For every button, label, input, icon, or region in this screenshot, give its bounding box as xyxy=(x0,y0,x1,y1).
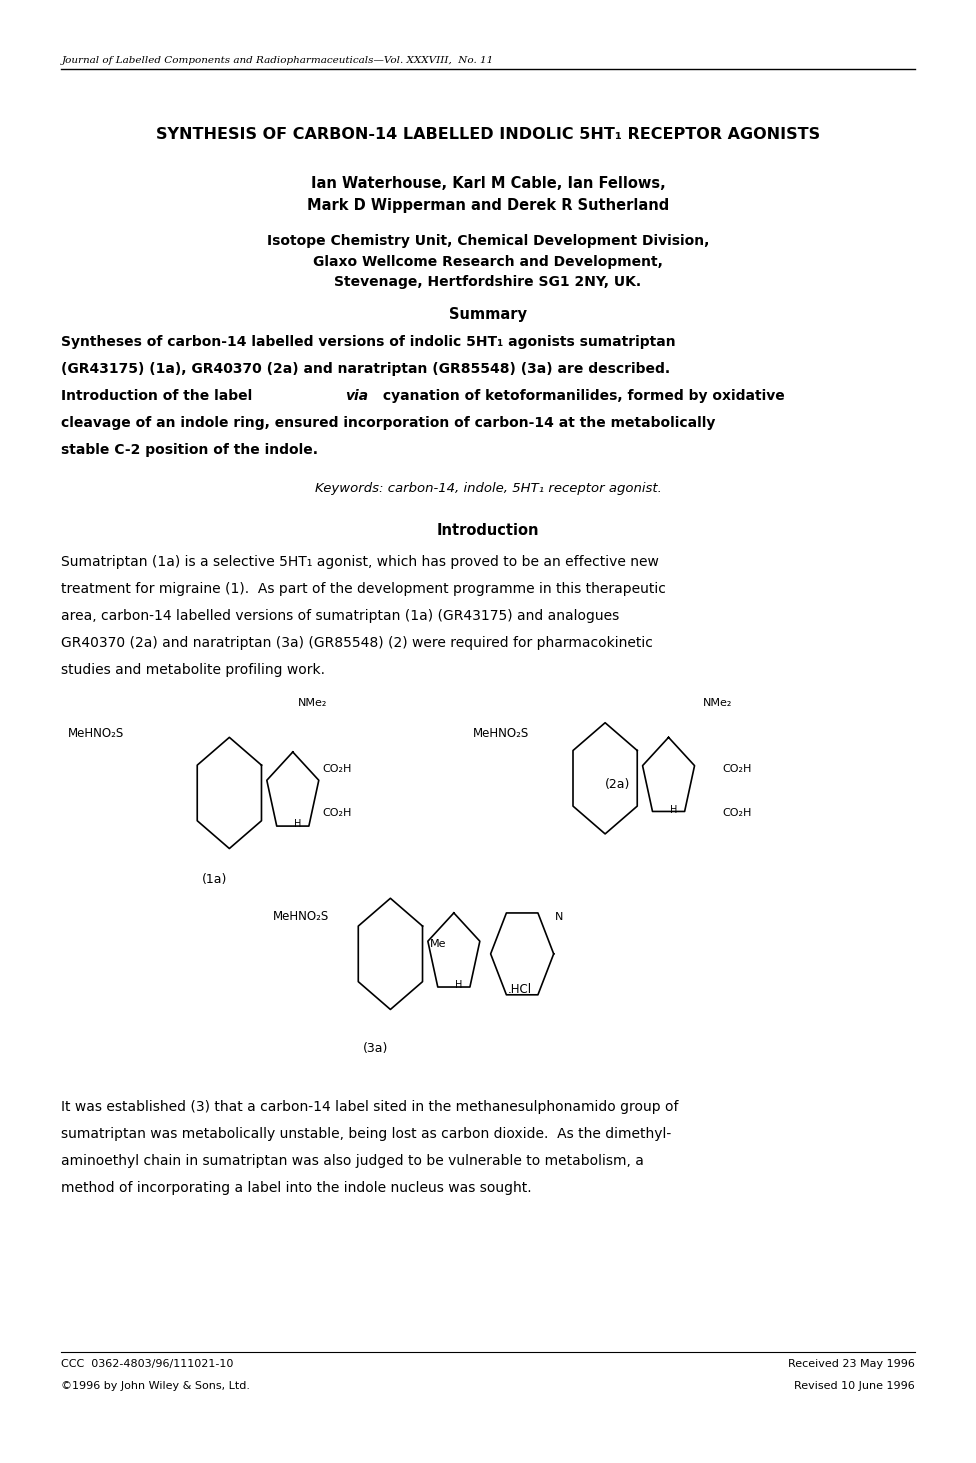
Text: H: H xyxy=(455,980,463,990)
Text: studies and metabolite profiling work.: studies and metabolite profiling work. xyxy=(61,663,325,677)
Text: (1a): (1a) xyxy=(202,873,227,887)
Text: (3a): (3a) xyxy=(363,1042,388,1055)
Text: CCC  0362-4803/96/111021-10: CCC 0362-4803/96/111021-10 xyxy=(61,1359,234,1369)
Text: MeHNO₂S: MeHNO₂S xyxy=(473,727,530,740)
Text: .HCl: .HCl xyxy=(508,983,532,996)
Text: ©1996 by John Wiley & Sons, Ltd.: ©1996 by John Wiley & Sons, Ltd. xyxy=(61,1381,251,1391)
Text: NMe₂: NMe₂ xyxy=(703,698,732,708)
Text: Me: Me xyxy=(429,939,446,949)
Text: CO₂H: CO₂H xyxy=(322,808,351,818)
Text: Introduction: Introduction xyxy=(436,522,540,538)
Text: aminoethyl chain in sumatriptan was also judged to be vulnerable to metabolism, : aminoethyl chain in sumatriptan was also… xyxy=(61,1154,644,1169)
Text: (2a): (2a) xyxy=(605,778,630,791)
Text: Keywords: carbon-14, indole, 5HT₁ receptor agonist.: Keywords: carbon-14, indole, 5HT₁ recept… xyxy=(314,481,662,494)
Text: CO₂H: CO₂H xyxy=(722,764,752,774)
Text: area, carbon-14 labelled versions of sumatriptan (1a) (GR43175) and analogues: area, carbon-14 labelled versions of sum… xyxy=(61,609,620,623)
Text: method of incorporating a label into the indole nucleus was sought.: method of incorporating a label into the… xyxy=(61,1181,532,1195)
Text: Ian Waterhouse, Karl M Cable, Ian Fellows,
Mark D Wipperman and Derek R Sutherla: Ian Waterhouse, Karl M Cable, Ian Fellow… xyxy=(306,176,670,212)
Text: It was established (3) that a carbon-14 label sited in the methanesulphonamido g: It was established (3) that a carbon-14 … xyxy=(61,1100,679,1115)
Text: CO₂H: CO₂H xyxy=(322,764,351,774)
Text: CO₂H: CO₂H xyxy=(722,808,752,818)
Text: Journal of Labelled Components and Radiopharmaceuticals—Vol. XXXVIII,  No. 11: Journal of Labelled Components and Radio… xyxy=(61,56,494,64)
Text: Revised 10 June 1996: Revised 10 June 1996 xyxy=(793,1381,915,1391)
Text: Sumatriptan (1a) is a selective 5HT₁ agonist, which has proved to be an effectiv: Sumatriptan (1a) is a selective 5HT₁ ago… xyxy=(61,554,660,569)
Text: GR40370 (2a) and naratriptan (3a) (GR85548) (2) were required for pharmacokineti: GR40370 (2a) and naratriptan (3a) (GR855… xyxy=(61,636,653,651)
Text: (GR43175) (1a), GR40370 (2a) and naratriptan (GR85548) (3a) are described.: (GR43175) (1a), GR40370 (2a) and naratri… xyxy=(61,363,671,376)
Text: treatment for migraine (1).  As part of the development programme in this therap: treatment for migraine (1). As part of t… xyxy=(61,582,667,597)
Text: H: H xyxy=(670,805,677,815)
Text: H: H xyxy=(294,819,302,830)
Text: Summary: Summary xyxy=(449,307,527,322)
Text: sumatriptan was metabolically unstable, being lost as carbon dioxide.  As the di: sumatriptan was metabolically unstable, … xyxy=(61,1127,671,1141)
Text: cyanation of ketoformanilides, formed by oxidative: cyanation of ketoformanilides, formed by… xyxy=(378,389,785,404)
Text: Introduction of the label: Introduction of the label xyxy=(61,389,258,404)
Text: Isotope Chemistry Unit, Chemical Development Division,: Isotope Chemistry Unit, Chemical Develop… xyxy=(266,234,710,249)
Text: Stevenage, Hertfordshire SG1 2NY, UK.: Stevenage, Hertfordshire SG1 2NY, UK. xyxy=(335,275,641,290)
Text: MeHNO₂S: MeHNO₂S xyxy=(273,910,330,923)
Text: MeHNO₂S: MeHNO₂S xyxy=(68,727,125,740)
Text: N: N xyxy=(555,913,563,922)
Text: via: via xyxy=(346,389,369,404)
Text: Syntheses of carbon-14 labelled versions of indolic 5HT₁ agonists sumatriptan: Syntheses of carbon-14 labelled versions… xyxy=(61,335,676,350)
Text: Received 23 May 1996: Received 23 May 1996 xyxy=(788,1359,915,1369)
Text: NMe₂: NMe₂ xyxy=(298,698,327,708)
Text: stable C-2 position of the indole.: stable C-2 position of the indole. xyxy=(61,443,318,458)
Text: cleavage of an indole ring, ensured incorporation of carbon-14 at the metabolica: cleavage of an indole ring, ensured inco… xyxy=(61,415,715,430)
Text: Glaxo Wellcome Research and Development,: Glaxo Wellcome Research and Development, xyxy=(313,255,663,269)
Text: SYNTHESIS OF CARBON-14 LABELLED INDOLIC 5HT₁ RECEPTOR AGONISTS: SYNTHESIS OF CARBON-14 LABELLED INDOLIC … xyxy=(156,127,820,142)
